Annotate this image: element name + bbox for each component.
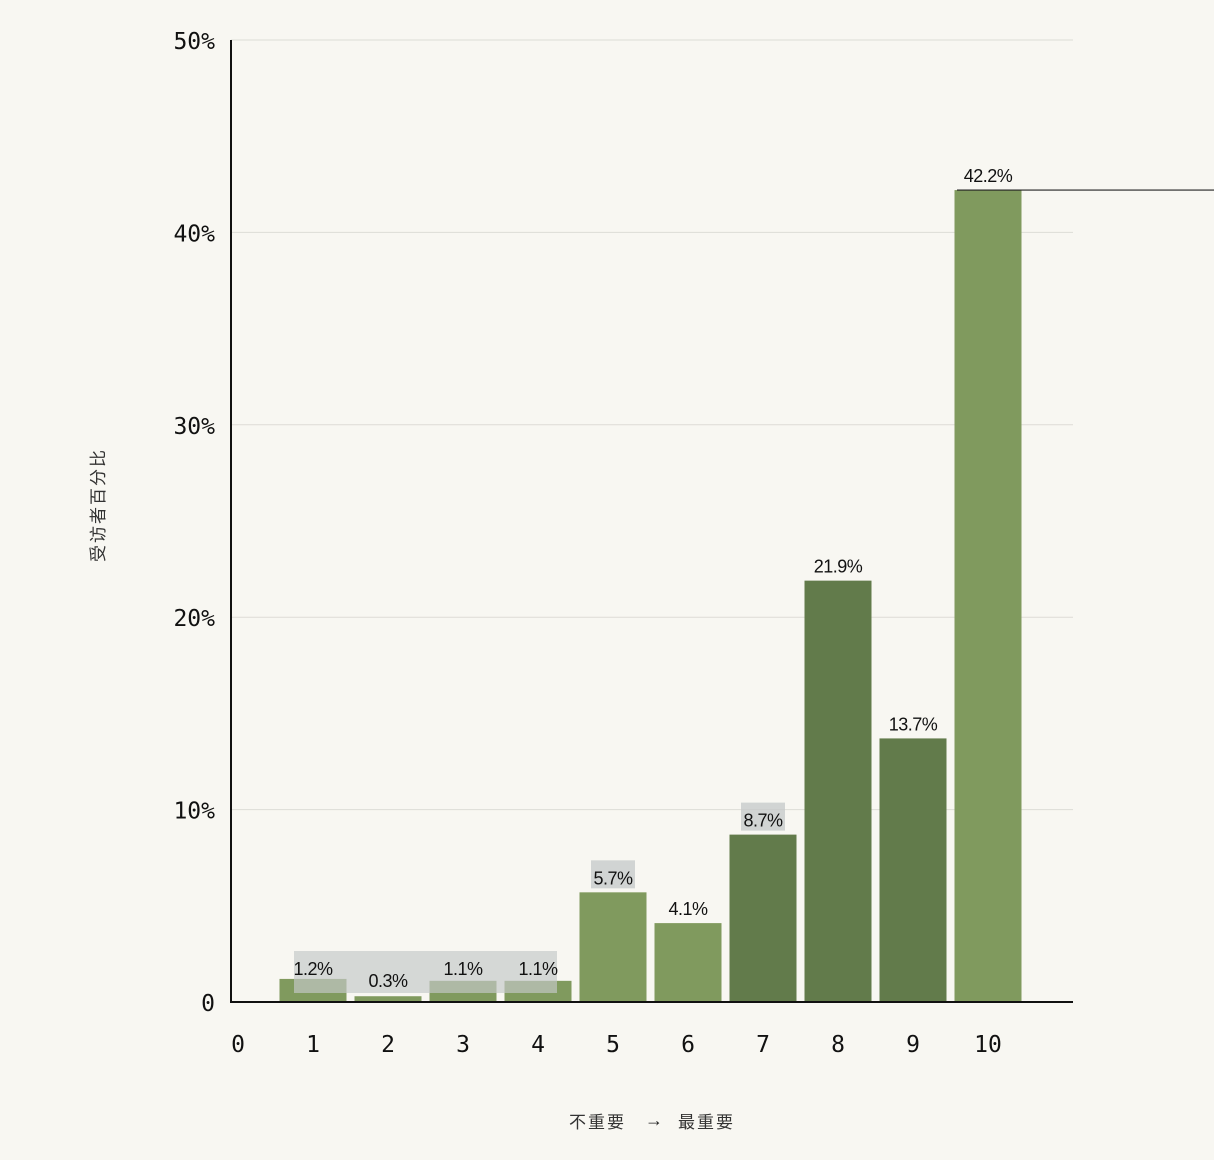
y-tick-label: 40% [173, 221, 215, 247]
label-highlight [591, 860, 635, 889]
y-tick-label: 50% [173, 29, 215, 55]
label-highlight [294, 951, 557, 993]
data-label: 0.3% [368, 971, 408, 991]
y-tick-label: 0 [201, 991, 215, 1017]
x-tick-label: 1 [306, 1032, 320, 1058]
bar-2 [354, 996, 422, 1002]
bar-6 [654, 923, 722, 1002]
x-tick-label: 8 [831, 1032, 845, 1058]
x-tick-label: 3 [456, 1032, 470, 1058]
bar-10 [954, 190, 1022, 1002]
x-tick-label: 7 [756, 1032, 770, 1058]
data-label: 1.1% [518, 959, 558, 979]
data-label: 1.1% [443, 959, 483, 979]
x-tick-label: 2 [381, 1032, 395, 1058]
y-tick-label: 10% [173, 799, 215, 825]
bar-7 [729, 834, 797, 1002]
x-tick-label: 6 [681, 1032, 695, 1058]
x-tick-label: 10 [974, 1032, 1002, 1058]
x-tick-label: 9 [906, 1032, 920, 1058]
data-label: 1.2% [293, 959, 333, 979]
bar-9 [879, 738, 947, 1002]
y-tick-label: 30% [173, 414, 215, 440]
label-highlight [741, 802, 785, 831]
y-axis-label: 受访者百分比 [89, 448, 108, 562]
bar-5 [579, 892, 647, 1002]
x-axis-label-right: 最重要 [678, 1113, 735, 1132]
x-tick-label: 0 [231, 1032, 245, 1058]
data-label: 42.2% [964, 166, 1013, 186]
data-label: 13.7% [889, 714, 938, 734]
data-label: 21.9% [814, 557, 863, 577]
y-tick-label: 20% [173, 606, 215, 632]
data-label: 5.7% [593, 868, 633, 888]
x-axis-arrow-icon: → [645, 1110, 663, 1130]
x-axis-label-left: 不重要 [569, 1113, 626, 1132]
x-tick-label: 5 [606, 1032, 620, 1058]
bar-8 [804, 580, 872, 1002]
x-tick-label: 4 [531, 1032, 545, 1058]
data-label: 8.7% [743, 811, 783, 831]
data-label: 4.1% [668, 899, 708, 919]
